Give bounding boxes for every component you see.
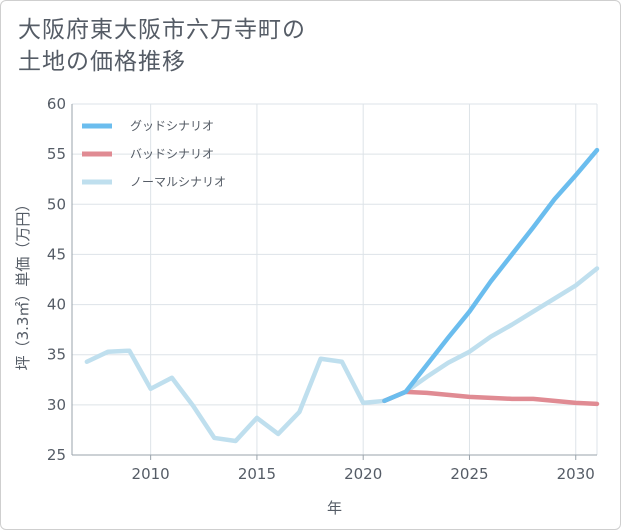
legend-label: ノーマルシナリオ (130, 175, 226, 189)
y-tick-label: 45 (47, 245, 66, 263)
legend-label: グッドシナリオ (130, 119, 214, 133)
chart-title-line-2: 土地の価格推移 (18, 49, 186, 75)
series-line-2 (84, 266, 600, 444)
legend-label: バッドシナリオ (130, 147, 214, 161)
grid (72, 103, 598, 455)
y-tick-label: 60 (47, 95, 66, 113)
axes: 25 30 35 40 45 50 55 60 2010 2015 2020 2025 2030 (47, 95, 597, 483)
y-tick-label: 55 (47, 145, 66, 163)
y-tick-label: 35 (47, 346, 66, 364)
chart-title-line-1: 大阪府東大阪市六万寺町の (18, 17, 306, 43)
x-axis-title: 年 (327, 499, 342, 517)
y-axis-title: 坪（3.3㎡）単価（万円） (14, 197, 32, 371)
x-tick-label: 2010 (132, 465, 170, 483)
x-tick-label: 2015 (238, 465, 276, 483)
y-tick-label: 25 (47, 446, 66, 464)
chart-title: 大阪府東大阪市六万寺町の 土地の価格推移 (18, 14, 378, 78)
series-line-0 (382, 147, 600, 404)
x-tick-label: 2030 (557, 465, 595, 483)
y-tick-label: 50 (47, 195, 66, 213)
x-tick-label: 2025 (450, 465, 488, 483)
y-tick-label: 40 (47, 296, 66, 314)
x-tick-label: 2020 (344, 465, 382, 483)
series-lines (84, 147, 600, 444)
y-tick-label: 30 (47, 396, 66, 414)
series-line-1 (382, 389, 600, 407)
